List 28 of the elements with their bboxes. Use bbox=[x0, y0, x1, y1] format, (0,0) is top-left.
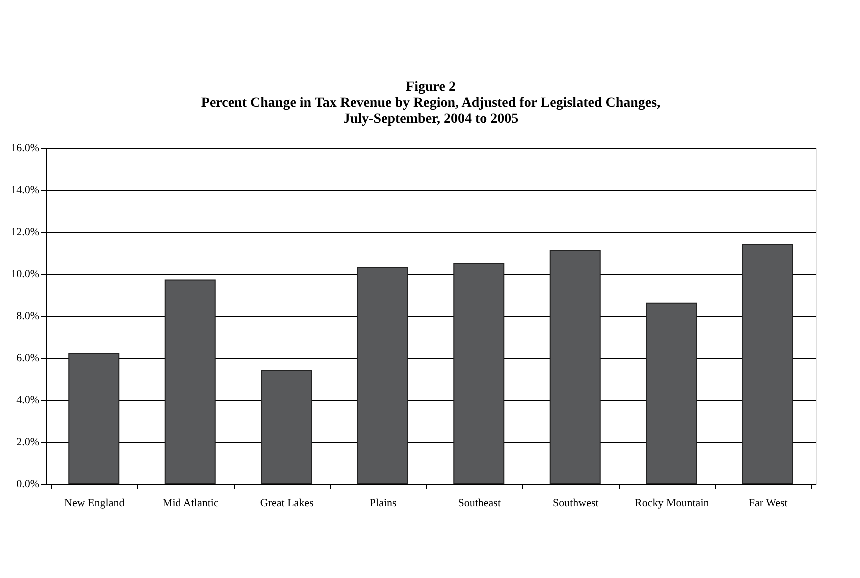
x-tick-label: Rocky Mountain bbox=[635, 498, 710, 510]
y-tick-label: 8.0% bbox=[16, 310, 40, 322]
x-tick-label: New England bbox=[64, 498, 126, 510]
text: July-September, 2004 to 2005 bbox=[343, 112, 519, 127]
bar bbox=[261, 370, 312, 484]
bar bbox=[646, 302, 698, 484]
x-tick-label: Great Lakes bbox=[260, 498, 314, 510]
y-tick-label: 10.0% bbox=[11, 268, 40, 280]
x-tick-label: Southeast bbox=[458, 498, 502, 510]
text: Percent Change in Tax Revenue by Region, Adjusted for Legislated Changes, bbox=[201, 96, 661, 111]
bar bbox=[550, 250, 601, 484]
y-tick-label: 14.0% bbox=[11, 184, 40, 196]
y-tick-label: 4.0% bbox=[16, 394, 40, 406]
x-tick-label: Mid Atlantic bbox=[162, 498, 219, 510]
y-tick-label: 6.0% bbox=[16, 352, 40, 364]
y-tick-label: 0.0% bbox=[16, 478, 40, 490]
bar bbox=[68, 353, 120, 484]
x-tick-label: Southwest bbox=[552, 498, 599, 510]
x-tick-label: Far West bbox=[748, 498, 788, 510]
y-tick-label: 16.0% bbox=[11, 142, 40, 154]
bar bbox=[357, 267, 408, 484]
bar bbox=[164, 280, 216, 484]
x-tick-label: Plains bbox=[370, 498, 397, 510]
y-tick-label: 12.0% bbox=[11, 226, 40, 238]
bar bbox=[742, 244, 794, 484]
text: Figure 2 bbox=[406, 80, 456, 95]
y-tick-label: 2.0% bbox=[16, 436, 40, 448]
bar bbox=[454, 263, 505, 484]
